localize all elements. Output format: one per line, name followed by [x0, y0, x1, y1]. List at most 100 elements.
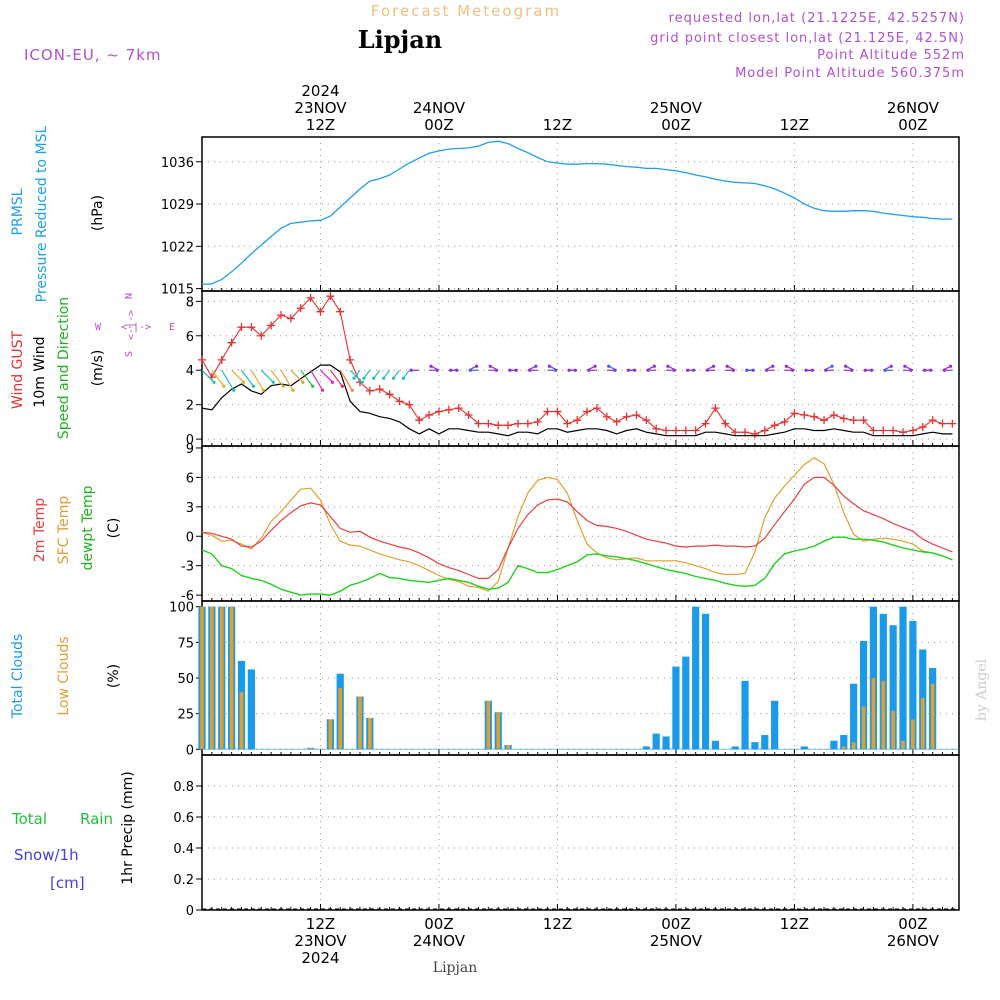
low-clouds-label: Low Clouds — [56, 636, 72, 715]
low-cloud-bar — [881, 680, 886, 750]
low-cloud-bar — [496, 712, 501, 750]
low-cloud-bar — [851, 742, 856, 750]
panel-frame — [201, 136, 960, 292]
gust-marker — [780, 417, 789, 426]
y-tick-label: 4 — [186, 364, 194, 379]
low-cloud-bar — [911, 719, 915, 750]
grid-point-coords: grid point closest lon,lat (21.125E, 42.… — [650, 31, 965, 46]
y-tick-label: 0.8 — [173, 780, 194, 795]
wind-arrow-head — [567, 368, 571, 372]
wind-arrow-head — [652, 364, 656, 368]
gust-marker — [859, 416, 868, 425]
plot-layer: 101510221029103602468-6-3036902550751000… — [161, 82, 960, 967]
wind-arrow-head — [271, 380, 275, 384]
wind-arrow-head — [889, 364, 893, 368]
wind-arrow — [221, 369, 235, 391]
wind-arrow — [373, 369, 381, 379]
time-label-bottom: 23NOV — [294, 932, 347, 950]
wind-arrow-head — [626, 368, 631, 372]
gust-marker — [533, 417, 542, 426]
wind-desc-label: Speed and Direction — [56, 297, 72, 439]
y-tick-label: 9 — [186, 442, 194, 457]
gust-marker — [899, 428, 908, 437]
gust-marker — [257, 331, 266, 340]
precip-unit-label: 1hr Precip (mm) — [120, 771, 136, 884]
gust-marker — [543, 407, 552, 416]
gust-marker — [375, 385, 384, 394]
gust-marker — [592, 404, 601, 413]
wind-arrow-head — [321, 388, 325, 392]
y-tick-label: 1015 — [161, 283, 194, 298]
gust-marker — [573, 416, 582, 425]
clouds-unit-label: (%) — [106, 664, 122, 688]
wind-arrow-head — [686, 368, 690, 372]
time-label-bottom: 00Z — [424, 915, 453, 933]
gust-marker — [820, 416, 829, 425]
time-label-top: 12Z — [543, 116, 572, 134]
low-cloud-bar — [861, 706, 866, 750]
wind-arrow-head — [474, 364, 479, 368]
compass-horizontal: <-|-> — [121, 322, 151, 333]
low-cloud-bar — [328, 719, 333, 750]
total-clouds-label: Total Clouds — [10, 634, 26, 719]
model-altitude: Model Point Altitude 560.375m — [735, 66, 965, 81]
gust-marker — [316, 307, 325, 316]
gust-marker — [662, 426, 671, 435]
wind-arrow — [241, 369, 254, 387]
wind-arrow-head — [291, 388, 295, 392]
gust-marker — [741, 428, 750, 437]
gust-marker — [553, 407, 562, 416]
gust-marker — [928, 416, 937, 425]
wind-arrow-head — [824, 368, 828, 372]
time-label-bottom: 26NOV — [887, 932, 940, 950]
low-cloud-bar — [920, 697, 925, 750]
wind-arrow — [383, 369, 391, 379]
total-cloud-bar — [771, 700, 779, 750]
gust-marker — [484, 419, 493, 428]
gust-marker — [642, 416, 651, 425]
snow-unit-label: [cm] — [50, 874, 85, 892]
wind-arrow — [363, 369, 371, 379]
total-cloud-bar — [247, 669, 255, 750]
low-cloud-bar — [219, 606, 224, 750]
wind-arrow-head — [711, 364, 716, 368]
gust-marker — [276, 311, 285, 320]
wind-arrow — [280, 369, 294, 391]
low-cloud-bar — [239, 692, 244, 750]
y-tick-label: 0.6 — [173, 811, 194, 826]
wind-arrow-head — [330, 380, 335, 384]
time-label-bottom: 12Z — [780, 915, 809, 933]
gust-marker — [889, 426, 898, 435]
low-cloud-bar — [486, 700, 491, 750]
time-label-top: 00Z — [898, 116, 927, 134]
wind-arrow-head — [350, 388, 354, 392]
low-cloud-bar — [930, 683, 935, 750]
gust-marker — [267, 321, 276, 330]
gust-marker — [434, 407, 443, 416]
y-tick-label: 1036 — [161, 156, 194, 171]
credit-watermark: by Angel — [974, 658, 990, 721]
wind-arrow-head — [261, 388, 265, 392]
wind-arrow — [290, 369, 304, 383]
gust-marker — [306, 293, 315, 302]
gust-marker — [760, 426, 769, 435]
low-cloud-bar — [210, 606, 214, 750]
gust-marker — [504, 421, 513, 430]
total-rain-label-rain: Rain — [80, 810, 113, 828]
gust-marker — [395, 397, 404, 406]
y-tick-label: 0 — [186, 433, 194, 448]
wind-arrow-head — [745, 368, 749, 372]
gust-marker — [602, 412, 611, 421]
wind-arrow-head — [725, 364, 729, 368]
gust-marker — [583, 407, 592, 416]
low-cloud-bar — [891, 710, 895, 750]
t2m-label: 2m Temp — [32, 498, 48, 562]
gust-marker — [444, 405, 453, 414]
low-cloud-bar — [358, 696, 362, 750]
wind-arrow-head — [429, 364, 433, 368]
gust-marker — [464, 411, 473, 419]
gust-marker — [336, 307, 345, 316]
gust-marker — [296, 304, 305, 313]
gust-marker — [385, 390, 394, 399]
y-tick-label: 8 — [186, 295, 194, 310]
